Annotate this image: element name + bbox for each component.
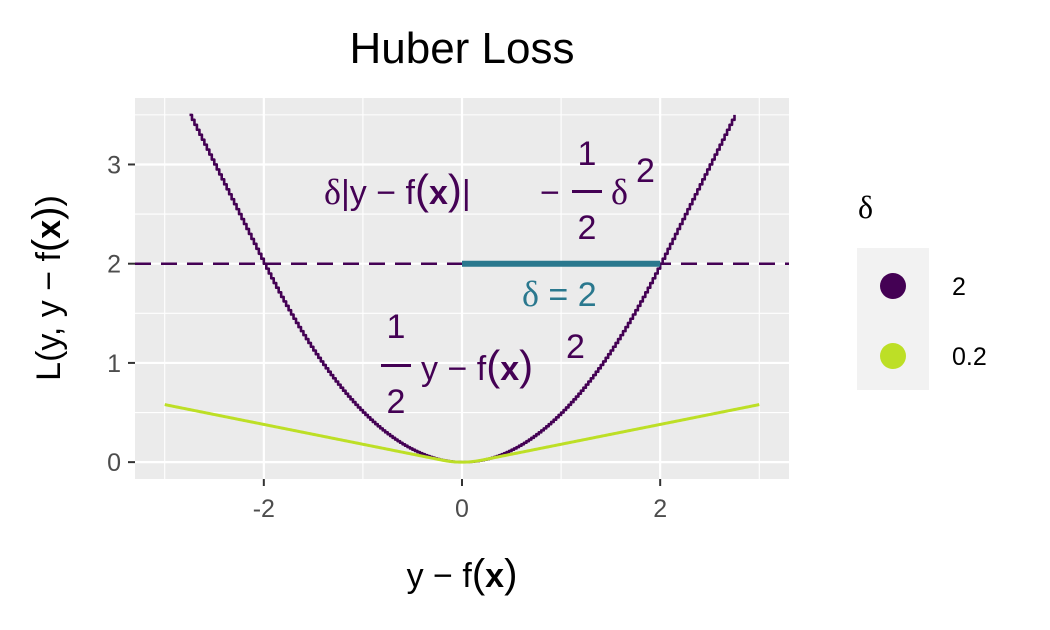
svg-text:1: 1 [387, 308, 406, 346]
x-tick-label: 0 [455, 495, 469, 523]
svg-text:2: 2 [636, 152, 655, 190]
annotation-delta-label: δ = 2 [522, 274, 597, 314]
annotation-quadratic-part: 1 2 y − f(x) 2 [381, 308, 585, 421]
chart-title: Huber Loss [349, 24, 574, 73]
svg-text:−: − [540, 174, 560, 212]
svg-text:δ|y − f(x)|: δ|y − f(x)| [324, 166, 471, 213]
x-tick-label: -2 [253, 495, 275, 523]
svg-text:L(y, y − f(x)): L(y, y − f(x)) [25, 195, 69, 381]
y-tick-label: 3 [107, 151, 121, 179]
x-axis-title: y − f(x) [407, 552, 518, 596]
series-line-delta-0-2 [164, 403, 760, 464]
legend-key [880, 273, 906, 299]
svg-text:1: 1 [578, 135, 597, 173]
legend-key [880, 343, 906, 369]
y-tick-label: 0 [107, 449, 121, 477]
legend: δ 2 0.2 [857, 189, 987, 390]
y-tick-label: 1 [107, 350, 121, 378]
svg-text:y − f(x): y − f(x) [421, 342, 533, 389]
svg-text:δ: δ [611, 172, 628, 212]
annotation-linear-part: δ|y − f(x)| − 1 2 δ 2 [324, 135, 655, 247]
legend-title: δ [858, 189, 873, 225]
svg-text:δ = 2: δ = 2 [522, 274, 597, 314]
svg-text:2: 2 [566, 328, 585, 366]
y-tick-label: 2 [107, 251, 121, 279]
legend-label: 2 [952, 273, 966, 301]
x-tick-label: 2 [653, 495, 667, 523]
svg-text:2: 2 [387, 383, 406, 421]
svg-text:y − f(x): y − f(x) [407, 552, 518, 596]
y-axis-title: L(y, y − f(x)) [25, 195, 69, 381]
series-layer [164, 113, 760, 464]
legend-label: 0.2 [952, 343, 987, 371]
axis-ticks: -2 0 2 0 1 2 3 [107, 151, 667, 523]
svg-text:2: 2 [578, 209, 597, 247]
